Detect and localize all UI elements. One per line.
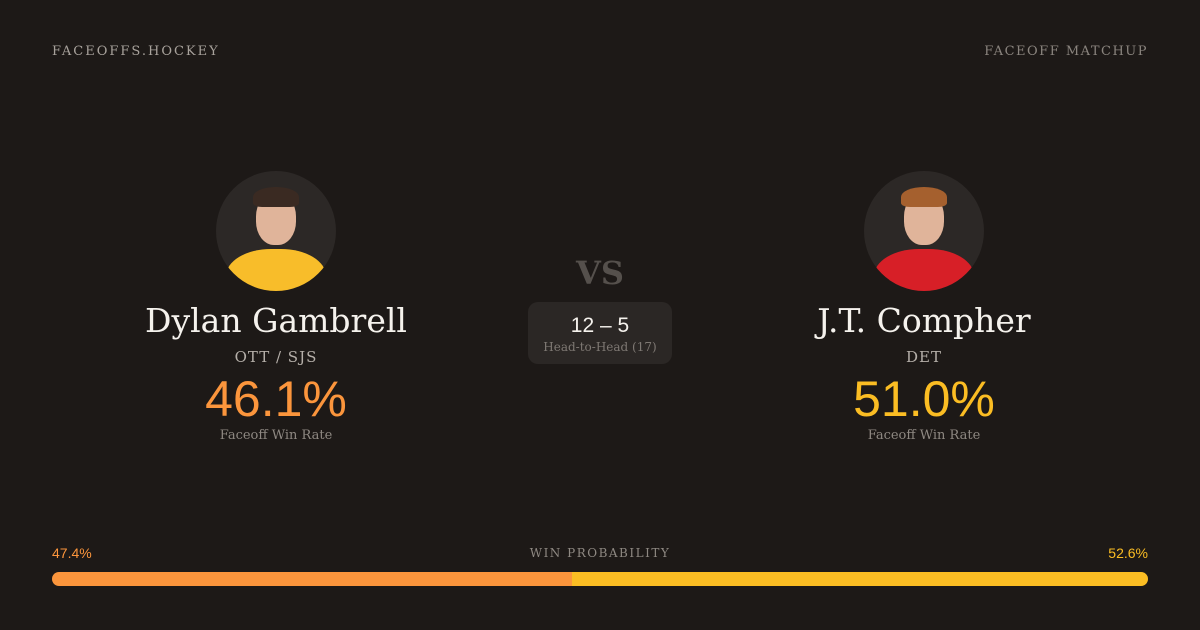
win-prob-label: WIN PROBABILITY — [529, 546, 671, 560]
player-name: Dylan Gambrell — [145, 301, 407, 340]
win-prob-right: 52.6% — [1108, 545, 1148, 561]
jersey — [874, 249, 974, 291]
faceoff-rate: 51.0% — [853, 371, 995, 427]
win-prob-fill-left — [52, 572, 572, 586]
faceoff-rate: 46.1% — [205, 371, 347, 427]
win-prob-fill-right — [571, 572, 1148, 586]
player-right: J.T. Compher DET 51.0% Faceoff Win Rate — [774, 171, 1074, 443]
win-prob-bar — [52, 572, 1148, 586]
hair — [901, 187, 947, 207]
win-prob-left: 47.4% — [52, 545, 92, 561]
head-to-head-score: 12 – 5 — [570, 314, 630, 337]
player-left: Dylan Gambrell OTT / SJS 46.1% Faceoff W… — [126, 171, 426, 443]
brand-logo: FACEOFFS.HOCKEY — [52, 44, 220, 59]
hair — [253, 187, 299, 207]
page-tag: FACEOFF MATCHUP — [984, 44, 1148, 59]
faceoff-rate-label: Faceoff Win Rate — [219, 428, 333, 443]
player-name: J.T. Compher — [817, 301, 1031, 340]
faceoff-rate-label: Faceoff Win Rate — [867, 428, 981, 443]
head-to-head-box: 12 – 5 Head-to-Head (17) — [528, 302, 672, 364]
head-to-head-label: Head-to-Head (17) — [543, 340, 657, 354]
player-photo — [864, 171, 984, 291]
vs-label: VS — [576, 254, 624, 292]
player-team: OTT / SJS — [234, 348, 318, 366]
jersey — [226, 249, 326, 291]
player-team: DET — [906, 348, 942, 366]
player-photo — [216, 171, 336, 291]
